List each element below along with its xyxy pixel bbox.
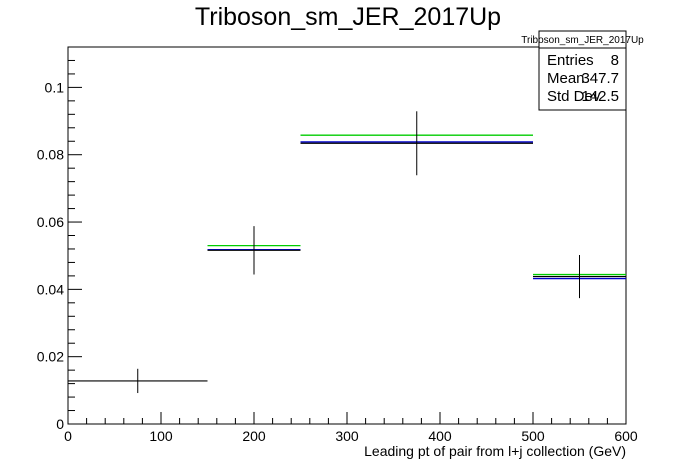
x-tick-label: 100 (149, 428, 173, 444)
stats-stddev-label: Std Dev (547, 88, 601, 105)
data-points (68, 111, 626, 394)
stats-entries-label: Entries (547, 52, 594, 69)
stats-stddev-value: 142.5 (581, 88, 619, 105)
y-tick-label: 0.1 (45, 79, 65, 95)
y-axis-ticks (68, 46, 82, 425)
stats-box-title: Triboson_sm_JER_2017Up (521, 35, 644, 46)
x-axis-ticks (67, 412, 627, 424)
x-tick-label: 400 (428, 428, 452, 444)
x-axis-label: Leading pt of pair from l+j collection (… (364, 443, 626, 459)
x-tick-label: 0 (64, 428, 72, 444)
x-tick-label: 200 (242, 428, 266, 444)
data-point (207, 226, 301, 275)
x-axis-tick-labels: 0 100 200 300 400 500 600 (64, 428, 638, 444)
y-axis-tick-labels: 0 0.02 0.04 0.06 0.08 0.1 (37, 79, 64, 432)
data-point (68, 368, 208, 394)
y-tick-label: 0.04 (37, 281, 64, 297)
data-point (533, 255, 626, 299)
stats-box: Triboson_sm_JER_2017Up Entries 8 Mean 34… (521, 30, 644, 111)
y-tick-label: 0.02 (37, 349, 64, 365)
y-tick-label: 0.08 (37, 147, 64, 163)
x-tick-label: 600 (614, 428, 638, 444)
y-tick-label: 0.06 (37, 214, 64, 230)
x-tick-label: 300 (335, 428, 359, 444)
stats-mean-value: 347.7 (581, 70, 619, 87)
stats-entries-value: 8 (611, 52, 619, 69)
y-tick-label: 0 (56, 416, 64, 432)
stats-box-frame (538, 30, 627, 111)
x-tick-label: 500 (521, 428, 545, 444)
stats-mean-label: Mean (547, 70, 585, 87)
data-point (300, 111, 533, 176)
chart-title: Triboson_sm_JER_2017Up (195, 3, 501, 31)
